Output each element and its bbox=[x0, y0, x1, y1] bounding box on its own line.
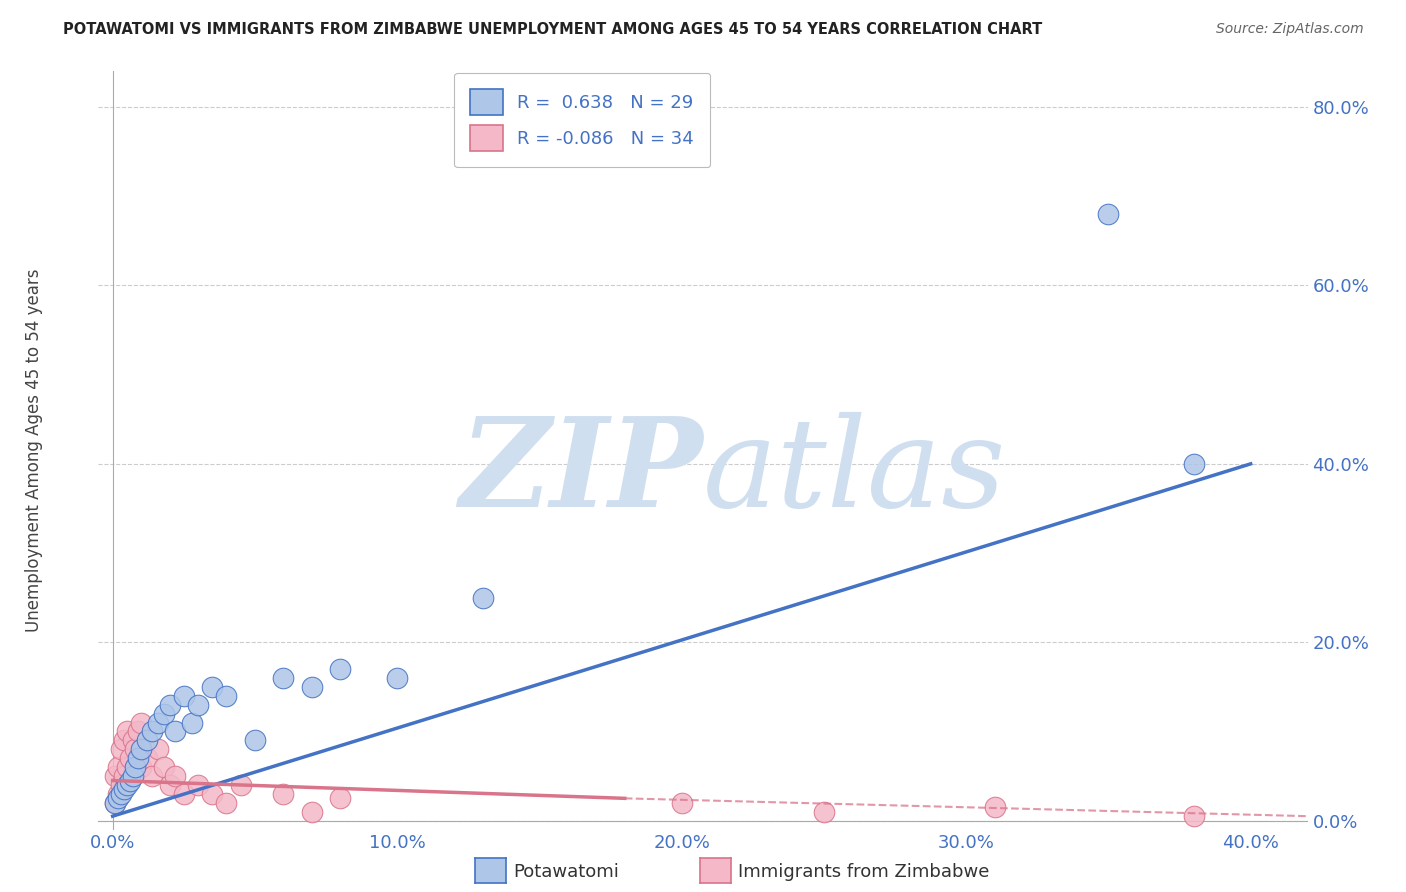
Point bbox=[118, 751, 141, 765]
Point bbox=[124, 742, 146, 756]
Point bbox=[329, 791, 352, 805]
Point bbox=[115, 778, 138, 792]
Point bbox=[127, 751, 149, 765]
Point bbox=[215, 689, 238, 703]
Point bbox=[153, 706, 176, 721]
Point bbox=[129, 715, 152, 730]
Point bbox=[187, 778, 209, 792]
Point bbox=[107, 787, 129, 801]
Text: ZIP: ZIP bbox=[460, 412, 703, 534]
Point bbox=[115, 760, 138, 774]
Point bbox=[329, 662, 352, 676]
Point bbox=[173, 689, 195, 703]
Point bbox=[110, 778, 132, 792]
Point bbox=[107, 791, 129, 805]
Point bbox=[153, 760, 176, 774]
Point bbox=[104, 769, 127, 783]
Y-axis label: Unemployment Among Ages 45 to 54 years: Unemployment Among Ages 45 to 54 years bbox=[25, 268, 42, 632]
Point bbox=[813, 805, 835, 819]
Point bbox=[110, 742, 132, 756]
Point bbox=[135, 733, 157, 747]
Point bbox=[273, 671, 295, 685]
Point bbox=[1182, 457, 1205, 471]
Point bbox=[110, 787, 132, 801]
Point bbox=[112, 769, 135, 783]
Point bbox=[104, 796, 127, 810]
Point bbox=[983, 800, 1005, 814]
Point bbox=[1097, 207, 1119, 221]
Point bbox=[129, 742, 152, 756]
Point bbox=[121, 733, 143, 747]
Point bbox=[146, 742, 169, 756]
Text: Potawatomi: Potawatomi bbox=[513, 863, 619, 881]
Point bbox=[146, 715, 169, 730]
Point bbox=[118, 773, 141, 788]
Point bbox=[201, 787, 224, 801]
Point bbox=[124, 760, 146, 774]
Point bbox=[115, 724, 138, 739]
Point bbox=[229, 778, 252, 792]
Text: Immigrants from Zimbabwe: Immigrants from Zimbabwe bbox=[738, 863, 990, 881]
Point bbox=[201, 680, 224, 694]
Point bbox=[301, 680, 323, 694]
Point bbox=[129, 760, 152, 774]
Point bbox=[215, 796, 238, 810]
Point bbox=[104, 796, 127, 810]
Point bbox=[671, 796, 693, 810]
Point bbox=[385, 671, 408, 685]
Point bbox=[127, 724, 149, 739]
Point bbox=[121, 769, 143, 783]
Point bbox=[165, 724, 187, 739]
Point bbox=[135, 751, 157, 765]
Point bbox=[181, 715, 204, 730]
Point bbox=[1182, 809, 1205, 823]
Point bbox=[471, 591, 494, 605]
Point bbox=[173, 787, 195, 801]
Point bbox=[112, 733, 135, 747]
Legend: R =  0.638   N = 29, R = -0.086   N = 34: R = 0.638 N = 29, R = -0.086 N = 34 bbox=[454, 73, 710, 167]
Text: atlas: atlas bbox=[703, 412, 1007, 534]
Point bbox=[187, 698, 209, 712]
Point bbox=[112, 782, 135, 797]
Point bbox=[107, 760, 129, 774]
Point bbox=[243, 733, 266, 747]
Point bbox=[141, 769, 163, 783]
Text: Source: ZipAtlas.com: Source: ZipAtlas.com bbox=[1216, 22, 1364, 37]
Point bbox=[159, 778, 181, 792]
Point bbox=[159, 698, 181, 712]
Point bbox=[165, 769, 187, 783]
Point bbox=[301, 805, 323, 819]
Point bbox=[141, 724, 163, 739]
Point bbox=[273, 787, 295, 801]
Text: POTAWATOMI VS IMMIGRANTS FROM ZIMBABWE UNEMPLOYMENT AMONG AGES 45 TO 54 YEARS CO: POTAWATOMI VS IMMIGRANTS FROM ZIMBABWE U… bbox=[63, 22, 1042, 37]
